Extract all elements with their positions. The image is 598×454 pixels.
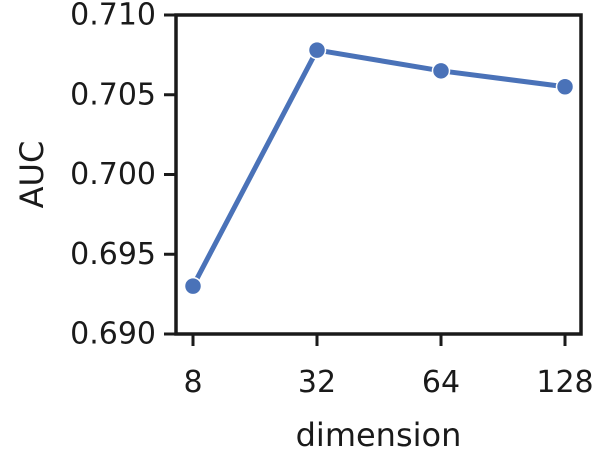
x-tick-label: 128 <box>536 365 593 400</box>
y-tick-label: 0.705 <box>70 77 156 112</box>
data-point <box>555 77 575 97</box>
data-point <box>183 276 203 296</box>
y-tick-label: 0.690 <box>70 317 156 352</box>
x-axis-title: dimension <box>296 416 462 454</box>
y-tick-label: 0.695 <box>70 237 156 272</box>
plot-frame <box>174 13 583 336</box>
x-tick-label: 64 <box>422 365 460 400</box>
series-line <box>190 47 568 289</box>
ticks-layer: 0.690 0.695 0.700 0.705 0.710 8 32 64 128 <box>70 0 594 400</box>
x-tick-label: 8 <box>183 365 202 400</box>
y-tick-label: 0.710 <box>70 0 156 33</box>
y-axis-title: AUC <box>13 141 51 209</box>
series-layer <box>183 40 575 296</box>
data-point <box>307 40 327 60</box>
data-point <box>431 61 451 81</box>
y-tick-label: 0.700 <box>70 157 156 192</box>
x-tick-label: 32 <box>298 365 336 400</box>
